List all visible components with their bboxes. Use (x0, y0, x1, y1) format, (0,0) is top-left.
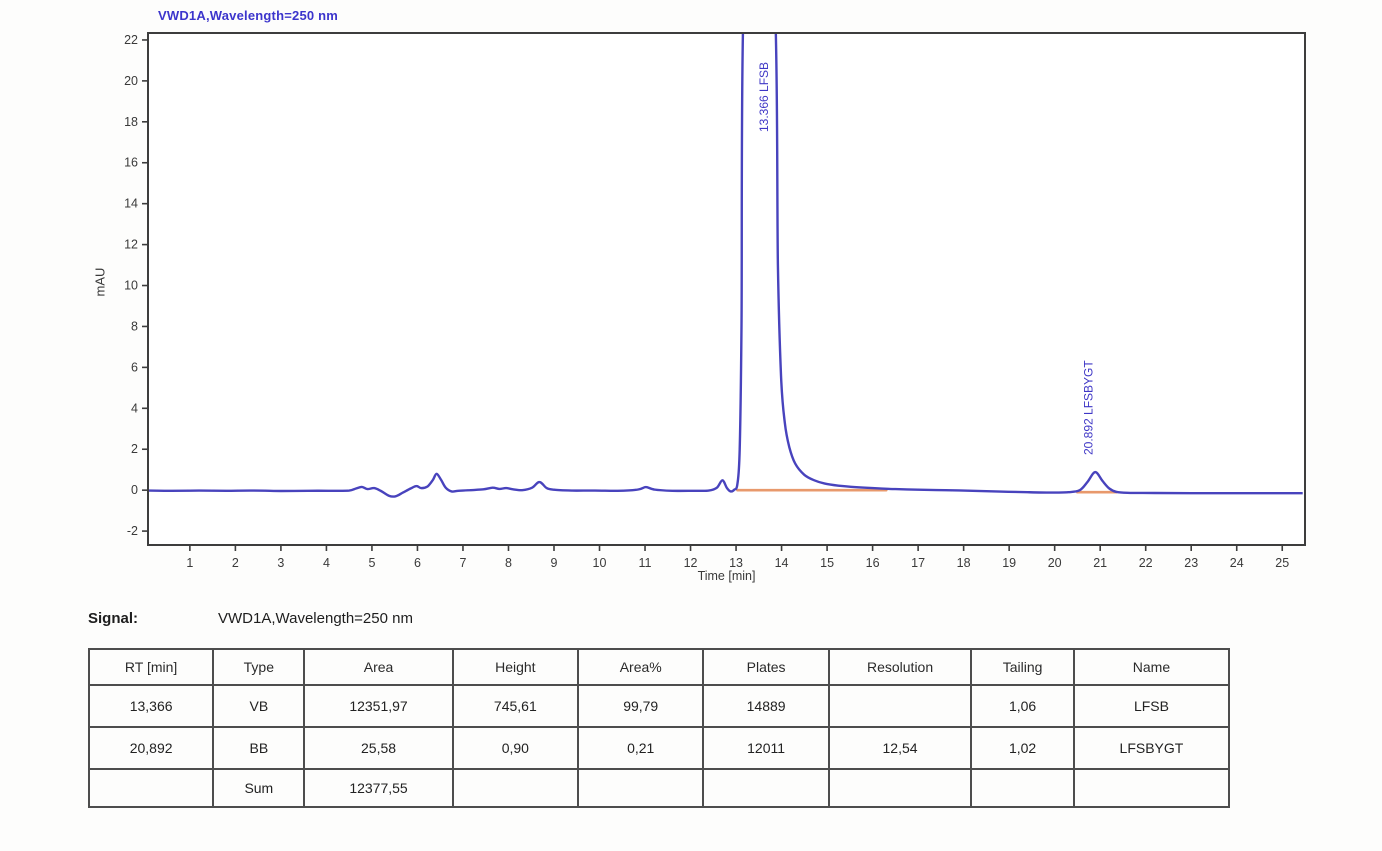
column-header: Area (303, 648, 454, 686)
table-cell: 12351,97 (303, 684, 454, 728)
y-tick-label: 20 (124, 74, 138, 88)
y-axis-label: mAU (92, 267, 108, 297)
table-cell: 12377,55 (303, 768, 454, 808)
x-tick-label: 6 (414, 556, 421, 570)
y-tick-label: 10 (124, 279, 138, 293)
x-tick-label: 17 (911, 556, 925, 570)
table-cell: 13,366 (87, 684, 215, 728)
table-cell: 12,54 (827, 726, 973, 770)
peak-annotation: 13.366 LFSB (757, 62, 771, 132)
x-tick-label: 19 (1002, 556, 1016, 570)
x-tick-label: 18 (957, 556, 971, 570)
x-tick-label: 2 (232, 556, 239, 570)
table-cell: LFSB (1072, 684, 1231, 728)
x-tick-label: 14 (775, 556, 789, 570)
table-cell: 1,02 (970, 726, 1075, 770)
column-header: Area% (577, 648, 705, 686)
table-cell: 745,61 (451, 684, 580, 728)
y-tick-label: 12 (124, 238, 138, 252)
chart-title: VWD1A,Wavelength=250 nm (158, 8, 339, 23)
column-header: Name (1072, 648, 1231, 686)
x-tick-label: 8 (505, 556, 512, 570)
column-header: Plates (702, 648, 830, 686)
table-cell (87, 768, 215, 808)
table-cell (451, 768, 580, 808)
table-cell: 99,79 (577, 684, 705, 728)
x-tick-label: 11 (639, 556, 652, 570)
y-tick-label: 8 (131, 319, 138, 333)
plot-frame (147, 32, 1306, 546)
peak-table: RT [min] Type Area Height Area% Plates Resolut… (87, 648, 1231, 808)
peak-row: 20,892 BB 25,58 0,90 0,21 12011 12,54 1,02 LFSBY… (87, 726, 1231, 770)
y-tick-label: 18 (124, 115, 138, 129)
chromatogram-trace (149, 34, 1303, 498)
table-cell: 20,892 (87, 726, 215, 770)
x-tick-label: 25 (1275, 556, 1289, 570)
y-tick-label: 2 (131, 442, 138, 456)
table-cell: 25,58 (303, 726, 454, 770)
x-tick-label: 22 (1139, 556, 1153, 570)
x-tick-label: 16 (866, 556, 880, 570)
y-tick-label: -2 (127, 524, 138, 538)
y-tick-label: 14 (124, 197, 138, 211)
table-cell: LFSBYGT (1072, 726, 1231, 770)
table-cell: 1,06 (970, 684, 1075, 728)
table-cell (827, 768, 973, 808)
x-tick-label: 1 (186, 556, 193, 570)
x-tick-label: 7 (459, 556, 466, 570)
table-cell: 0,21 (577, 726, 705, 770)
y-tick-label: 0 (131, 483, 138, 497)
x-tick-label: 10 (593, 556, 607, 570)
x-tick-label: 12 (684, 556, 698, 570)
x-axis-label: Time [min] (697, 569, 756, 583)
table-cell (970, 768, 1075, 808)
table-cell: 12011 (702, 726, 830, 770)
x-tick-label: 21 (1093, 556, 1107, 570)
signal-value: VWD1A,Wavelength=250 nm (218, 610, 413, 627)
table-cell (1072, 768, 1231, 808)
x-tick-label: 13 (729, 556, 743, 570)
peak-annotation: 20.892 LFSBYGT (1081, 360, 1095, 455)
x-tick-label: 4 (323, 556, 330, 570)
x-tick-label: 23 (1184, 556, 1198, 570)
x-tick-label: 9 (551, 556, 558, 570)
x-tick-label: 20 (1048, 556, 1062, 570)
y-tick-label: 4 (131, 401, 138, 415)
chart-plot: 1 2 3 4 5 6 7 8 9 10 11 12 13 14 15 16 17 18 19 20 21 22 23 24 2… (124, 32, 1306, 570)
x-tick-label: 24 (1230, 556, 1244, 570)
x-tick-label: 3 (277, 556, 284, 570)
sum-row: Sum 12377,55 (87, 768, 1231, 808)
signal-label: Signal: (88, 610, 139, 627)
table-cell: VB (212, 684, 306, 728)
y-tick-label: 22 (124, 33, 138, 47)
table-cell (827, 684, 973, 728)
table-cell (577, 768, 705, 808)
column-header: Resolution (827, 648, 973, 686)
y-tick-label: 6 (131, 360, 138, 374)
table-cell: 14889 (702, 684, 830, 728)
table-cell: Sum (212, 768, 306, 808)
signal-row: Signal: VWD1A,Wavelength=250 nm (88, 610, 1288, 634)
table-cell: BB (212, 726, 306, 770)
y-tick-label: 16 (124, 156, 138, 170)
column-header: Type (212, 648, 306, 686)
column-header: Height (451, 648, 580, 686)
table-cell (702, 768, 830, 808)
column-header: Tailing (970, 648, 1075, 686)
peak-table-header-row: RT [min] Type Area Height Area% Plates Resolut… (87, 648, 1231, 686)
x-tick-label: 15 (820, 556, 834, 570)
column-header: RT [min] (87, 648, 215, 686)
x-tick-label: 5 (368, 556, 375, 570)
table-cell: 0,90 (451, 726, 580, 770)
peak-row: 13,366 VB 12351,97 745,61 99,79 14889 1,06 LFSB (87, 684, 1231, 728)
